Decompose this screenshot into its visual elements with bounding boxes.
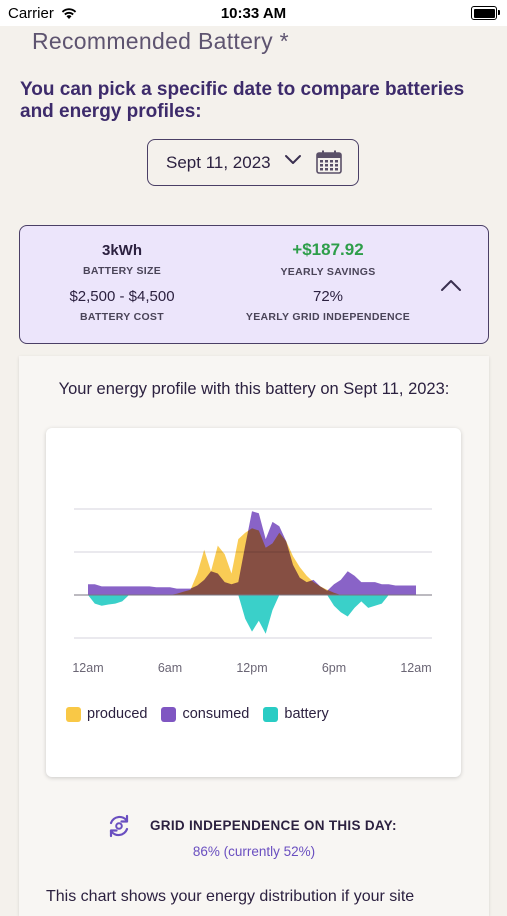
section-title: Recommended Battery *: [32, 28, 289, 54]
grid-independence-metric: 72% YEARLY GRID INDEPENDENCE: [238, 288, 418, 323]
series-battery: [88, 595, 416, 634]
yearly-savings-label: YEARLY SAVINGS: [280, 266, 376, 278]
battery-cost-label: BATTERY COST: [80, 311, 164, 323]
energy-chart: 12am 6am 12pm 6pm 12am produced consumed bat…: [46, 428, 461, 777]
grid-independence-day-label: GRID INDEPENDENCE ON THIS DAY:: [150, 818, 397, 833]
battery-size-label: BATTERY SIZE: [82, 265, 162, 277]
battery-cost-metric: $2,500 - $4,500 BATTERY COST: [62, 288, 182, 323]
legend-consumed-label: consumed: [182, 706, 250, 722]
wifi-icon: [61, 8, 77, 19]
sync-icon: [109, 814, 129, 838]
battery-size-metric: 3kWh BATTERY SIZE: [62, 242, 182, 277]
chart-legend: produced consumed battery: [66, 706, 329, 722]
battery-summary-card[interactable]: 3kWh BATTERY SIZE +$187.92 YEARLY SAVING…: [19, 225, 489, 344]
x-tick-label: 12pm: [236, 661, 267, 675]
x-tick-label: 12am: [72, 661, 103, 675]
chevron-up-icon[interactable]: [440, 278, 462, 292]
legend-battery-label: battery: [284, 706, 329, 722]
date-value: Sept 11, 2023: [166, 152, 271, 172]
series-consumed: [88, 511, 416, 595]
battery-size-value: 3kWh: [101, 242, 142, 259]
status-time: 10:33 AM: [220, 5, 287, 22]
battery-swatch: [263, 706, 279, 722]
yearly-savings-value: +$187.92: [292, 240, 364, 259]
energy-profile-card: Your energy profile with this battery on…: [19, 356, 489, 916]
chevron-down-icon: [285, 155, 301, 164]
grid-independence-value: 72%: [312, 288, 344, 305]
date-picker[interactable]: Sept 11, 2023: [147, 139, 359, 186]
energy-profile-heading: Your energy profile with this battery on…: [58, 380, 450, 398]
chart-explanation: This chart shows your energy distributio…: [46, 888, 415, 905]
grid-independence-label: YEARLY GRID INDEPENDENCE: [245, 311, 411, 323]
intro-text: You can pick a specific date to compare …: [20, 79, 465, 122]
consumed-swatch: [161, 706, 177, 722]
legend-produced: produced: [66, 706, 147, 722]
carrier-label: Carrier: [8, 4, 54, 22]
energy-chart-svg: 12am 6am 12pm 6pm 12am: [72, 508, 432, 675]
x-tick-label: 6am: [158, 661, 182, 675]
x-tick-label: 6pm: [322, 661, 346, 675]
legend-consumed: consumed: [161, 706, 249, 722]
legend-produced-label: produced: [87, 706, 148, 722]
calendar-icon[interactable]: [316, 150, 342, 174]
battery-cost-value: $2,500 - $4,500: [69, 288, 175, 305]
x-tick-label: 12am: [400, 661, 431, 675]
produced-swatch: [66, 706, 81, 722]
status-bar: Carrier 10:33 AM: [0, 0, 507, 26]
battery-icon: [471, 6, 500, 20]
legend-battery: battery: [263, 706, 329, 722]
grid-independence-day-value: 86% (currently 52%): [192, 844, 316, 859]
yearly-savings-metric: +$187.92 YEARLY SAVINGS: [238, 240, 418, 278]
